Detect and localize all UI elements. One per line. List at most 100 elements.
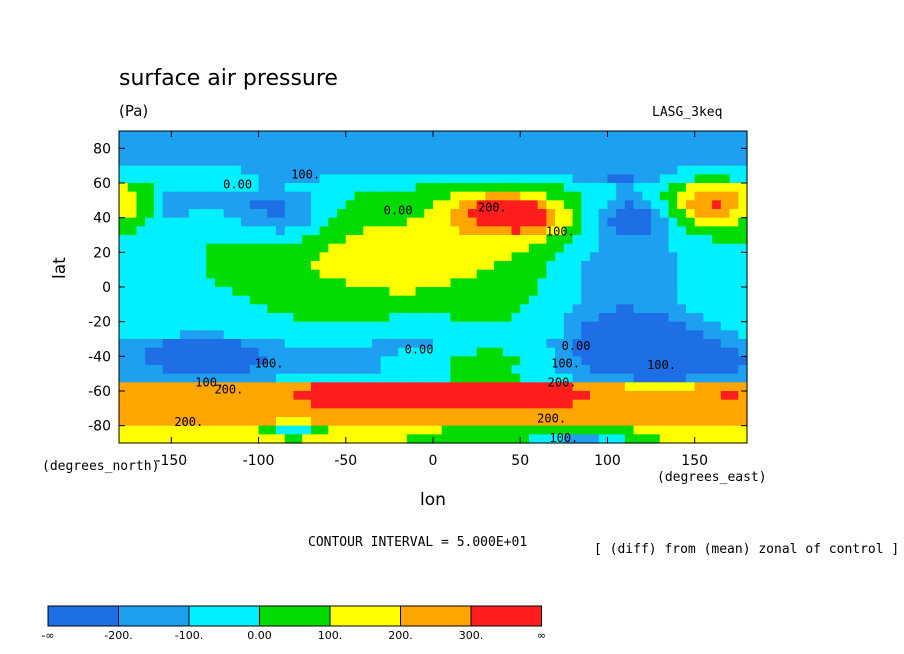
field-cell: [415, 183, 425, 193]
field-cell: [310, 200, 321, 210]
field-cell: [729, 382, 739, 392]
field-cell: [363, 313, 373, 323]
field-cell: [572, 391, 582, 401]
field-cell: [337, 295, 347, 305]
field-cell: [197, 252, 207, 262]
field-cell: [668, 165, 678, 175]
field-cell: [459, 235, 469, 245]
field-cell: [197, 183, 207, 193]
field-cell: [302, 157, 312, 167]
field-cell: [180, 131, 190, 141]
field-cell: [520, 313, 530, 323]
field-cell: [607, 191, 617, 201]
field-cell: [729, 200, 739, 210]
field-cell: [642, 191, 652, 201]
field-cell: [302, 391, 312, 401]
field-cell: [276, 217, 286, 227]
field-cell: [258, 330, 268, 340]
field-cell: [520, 157, 530, 167]
field-cell: [337, 261, 347, 271]
field-cell: [232, 287, 242, 297]
field-cell: [572, 261, 582, 271]
field-cell: [581, 235, 591, 245]
field-cell: [406, 304, 417, 314]
field-cell: [319, 339, 329, 349]
field-cell: [677, 235, 687, 245]
field-cell: [467, 339, 478, 349]
field-cell: [494, 269, 504, 279]
field-cell: [598, 356, 609, 366]
field-cell: [424, 347, 434, 357]
field-cell: [450, 339, 460, 349]
field-cell: [153, 174, 164, 184]
field-cell: [441, 183, 452, 193]
field-cell: [467, 269, 478, 279]
field-cell: [267, 235, 277, 245]
field-cell: [563, 243, 574, 253]
field-cell: [581, 183, 591, 193]
field-cell: [223, 408, 233, 418]
field-cell: [345, 243, 356, 253]
field-cell: [598, 287, 609, 297]
field-cell: [555, 139, 565, 149]
field-cell: [127, 157, 138, 167]
field-cell: [406, 434, 417, 444]
field-cell: [572, 339, 582, 349]
field-cell: [180, 139, 190, 149]
field-cell: [223, 261, 233, 271]
field-cell: [528, 313, 539, 323]
field-cell: [607, 391, 617, 401]
field-cell: [668, 131, 678, 141]
field-cell: [642, 399, 652, 409]
field-cell: [485, 269, 495, 279]
field-cell: [738, 304, 748, 314]
field-cell: [433, 243, 443, 253]
field-cell: [528, 165, 539, 175]
field-cell: [223, 139, 233, 149]
field-cell: [232, 183, 242, 193]
field-cell: [494, 295, 504, 305]
field-cell: [685, 261, 696, 271]
contour-label: 0.00: [384, 204, 413, 218]
field-cell: [642, 252, 652, 262]
field-cell: [590, 269, 600, 279]
field-cell: [241, 313, 251, 323]
field-cell: [546, 183, 556, 193]
field-cell: [180, 425, 190, 435]
field-cell: [171, 434, 181, 444]
field-cell: [337, 399, 347, 409]
field-cell: [188, 165, 199, 175]
field-cell: [363, 408, 373, 418]
field-cell: [354, 330, 364, 340]
field-cell: [598, 382, 609, 392]
field-cell: [555, 295, 565, 305]
field-cell: [642, 434, 652, 444]
field-cell: [424, 330, 434, 340]
field-cell: [345, 217, 356, 227]
field-cell: [511, 347, 521, 357]
field-cell: [467, 183, 478, 193]
field-cell: [520, 356, 530, 366]
field-cell: [555, 304, 565, 314]
field-cell: [537, 287, 547, 297]
field-cell: [337, 252, 347, 262]
field-cell: [677, 408, 687, 418]
field-cell: [441, 157, 452, 167]
field-cell: [738, 417, 748, 427]
field-cell: [476, 365, 486, 375]
field-cell: [677, 330, 687, 340]
field-cell: [145, 339, 155, 349]
field-cell: [136, 183, 146, 193]
field-cell: [223, 226, 233, 236]
field-cell: [563, 417, 574, 427]
field-cell: [153, 191, 164, 201]
field-cell: [337, 235, 347, 245]
field-cell: [485, 209, 495, 219]
field-cell: [424, 165, 434, 175]
field-cell: [502, 373, 513, 383]
field-cell: [206, 200, 216, 210]
field-cell: [345, 157, 356, 167]
field-cell: [398, 365, 408, 375]
field-cell: [293, 200, 303, 210]
field-cell: [476, 209, 486, 219]
